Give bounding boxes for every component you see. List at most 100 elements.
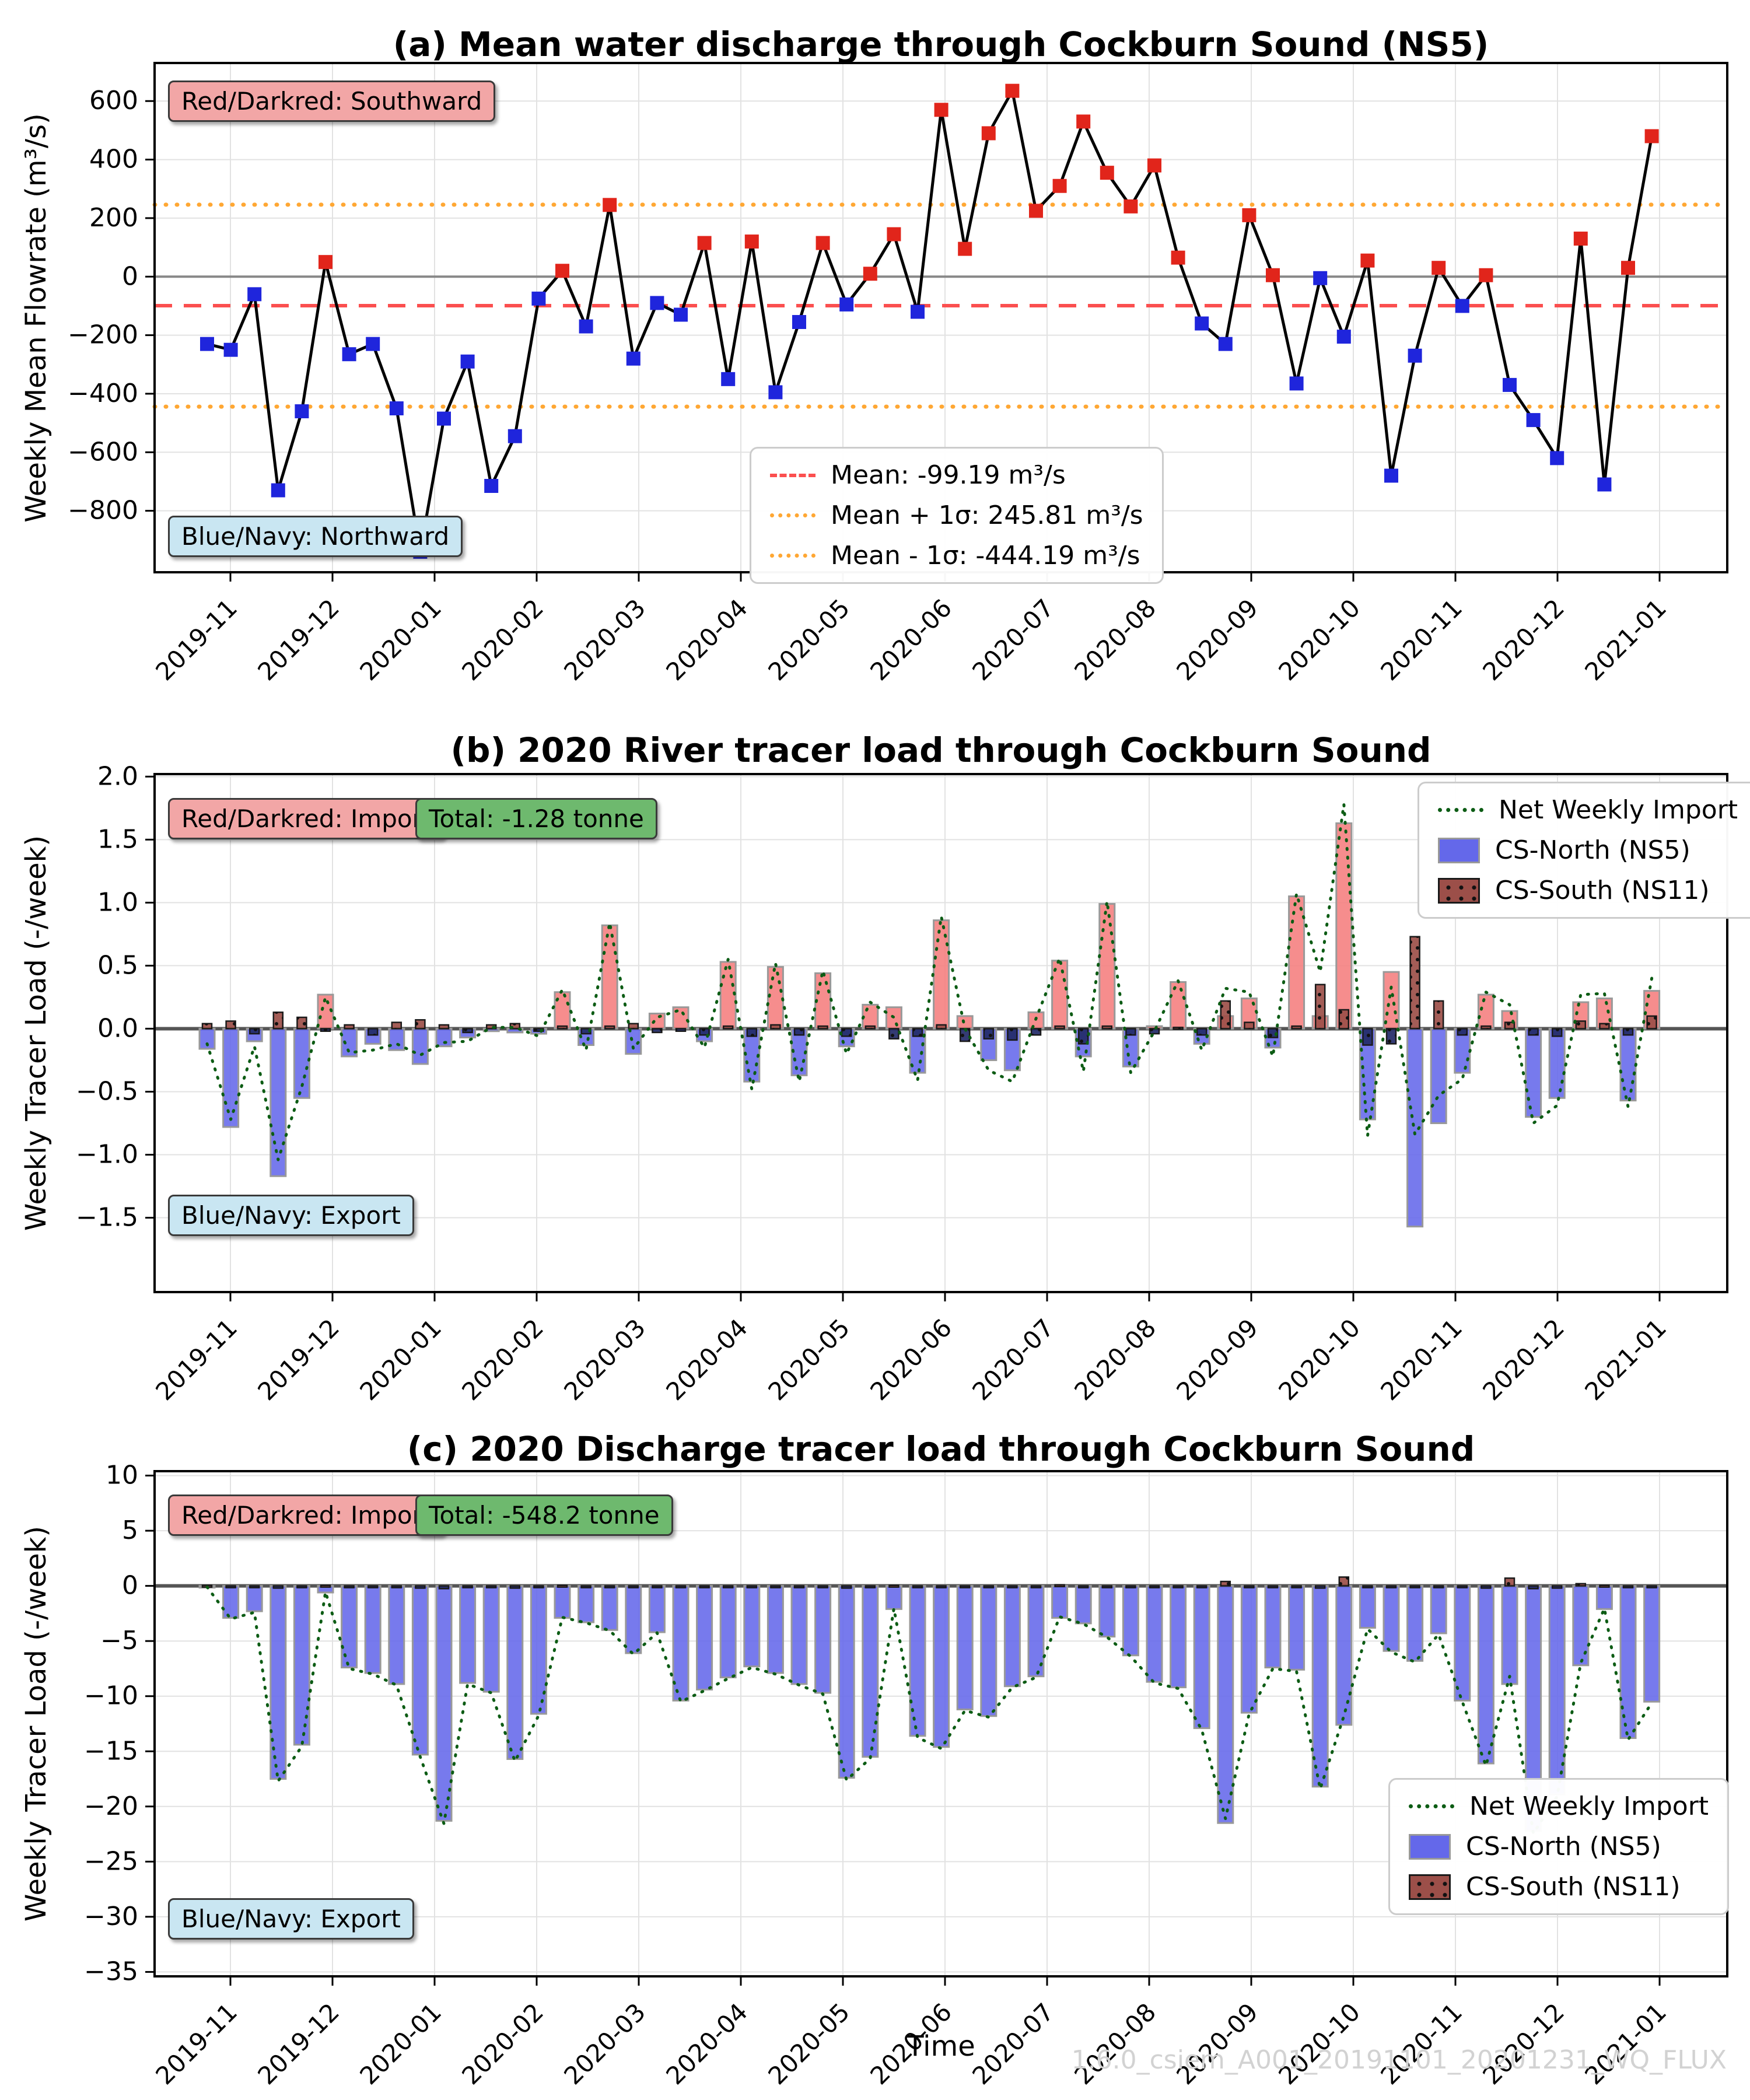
flow-marker [697, 236, 712, 250]
flow-marker [674, 307, 688, 322]
ns5-bar [648, 1585, 666, 1633]
x-tick-label: 2020-12 [1477, 1997, 1570, 2090]
y-tick-label: −1.5 [76, 1203, 138, 1233]
ns5-bar [980, 1585, 998, 1717]
x-tick-label: 2019-11 [150, 593, 243, 686]
ns11-bar-hatch [226, 1021, 236, 1029]
legend-item-mean-plus: Mean + 1σ: 245.81 m³/s [770, 501, 1143, 530]
ns11-bar-hatch [1600, 1023, 1609, 1029]
ns5-bar [459, 1585, 477, 1684]
legend-label: Net Weekly Import [1499, 795, 1738, 825]
flow-marker [484, 478, 499, 493]
flow-marker [792, 315, 806, 330]
flow-marker [1503, 377, 1517, 392]
x-tick-label: 2020-05 [762, 1313, 855, 1406]
ns11-bar-hatch [463, 1028, 473, 1032]
ns5-bar [1051, 960, 1069, 1030]
ns11-bar-hatch [273, 1012, 283, 1029]
ns5-bar [1098, 1585, 1116, 1638]
ns11-bar-hatch [960, 1586, 970, 1588]
ns5-bar [554, 1585, 571, 1619]
ns5-bar [1335, 822, 1353, 1030]
x-tick-label: 2020-09 [1171, 1997, 1264, 2090]
ns11-bar-hatch [818, 1586, 828, 1588]
ns11-bar-hatch [1244, 1022, 1254, 1029]
y-tick-label: −200 [68, 320, 138, 350]
panel-c-total-badge: Total: -548.2 tonne [415, 1494, 673, 1536]
ns11-bar-hatch [1007, 1028, 1017, 1040]
cs-south-swatch-icon [1438, 877, 1480, 904]
x-tick-label: 2019-11 [150, 1313, 243, 1406]
ns11-bar-hatch [1600, 1585, 1609, 1587]
flow-marker [1218, 337, 1233, 351]
ns5-bar [482, 1585, 500, 1693]
flow-marker [1005, 83, 1020, 98]
y-tick-label: −10 [84, 1681, 138, 1711]
flow-marker [744, 235, 759, 249]
ns5-bar [648, 1013, 666, 1030]
ns11-bar-hatch [1434, 1586, 1444, 1588]
ns11-bar-hatch [1647, 1016, 1657, 1029]
flow-marker [768, 385, 783, 400]
ns11-bar-hatch [1315, 1586, 1325, 1588]
y-tick-label: 400 [89, 145, 138, 174]
ns5-bar [1501, 1585, 1518, 1685]
x-axis-label-time: Time [907, 2030, 975, 2063]
ns5-bar [411, 1027, 429, 1065]
x-tick-label: 2020-08 [1069, 593, 1161, 686]
legend-label: CS-North (NS5) [1495, 835, 1690, 865]
legend-label: Mean + 1σ: 245.81 m³/s [831, 501, 1143, 530]
ns11-bar-hatch [1410, 936, 1420, 1029]
ns5-bar [1170, 981, 1187, 1030]
flow-marker [981, 126, 996, 141]
flow-marker [650, 296, 664, 310]
y-tick-label: 0 [122, 261, 138, 291]
ns11-bar-hatch [771, 1586, 780, 1588]
ns11-bar-hatch [1102, 1026, 1112, 1029]
sigma-minus-line-swatch-icon [770, 554, 816, 558]
ns5-bar [506, 1585, 524, 1760]
y-tick-label: 0.0 [97, 1013, 138, 1043]
ns11-bar-hatch [415, 1020, 425, 1029]
ns5-bar [1359, 1585, 1376, 1629]
ns5-bar [1525, 1027, 1542, 1118]
y-tick-label: −20 [84, 1791, 138, 1821]
ns11-bar-hatch [1505, 1578, 1514, 1586]
y-tick-label: −0.5 [76, 1076, 138, 1106]
ns5-bar [270, 1027, 287, 1177]
panel-a-northward-note: Blue/Navy: Northward [168, 516, 463, 557]
ns5-bar [1548, 1027, 1566, 1099]
panel-c: 2019-11 2019-12 2020-01 2020-02 2020-03 2020-… [84, 1461, 1728, 2090]
x-tick-label: 2020-11 [1375, 1997, 1468, 2090]
ns11-bar-hatch [1292, 1026, 1301, 1029]
ns11-bar-hatch [1481, 1026, 1491, 1029]
y-tick-label: −400 [68, 379, 138, 408]
ns5-bar [1477, 993, 1494, 1030]
panel-c-ylabel: Weekly Tracer Load (-/week) [20, 1525, 52, 1922]
ns5-bar [601, 1585, 618, 1631]
ns5-bar [530, 1585, 547, 1715]
y-tick-label: −25 [84, 1846, 138, 1876]
ns11-bar-hatch [344, 1024, 354, 1029]
ns5-bar [435, 1585, 453, 1822]
flow-marker [247, 287, 262, 302]
ns5-bar [956, 1585, 974, 1710]
ns11-bar-hatch [534, 1586, 544, 1588]
ns11-bar-hatch [581, 1586, 591, 1588]
ns11-bar-hatch [842, 1586, 852, 1588]
flow-marker [271, 483, 285, 498]
ns5-bar [719, 1585, 737, 1679]
ns11-bar-hatch [510, 1586, 520, 1588]
ns5-bar [578, 1585, 595, 1623]
x-tick-label: 2019-12 [252, 1313, 345, 1406]
sigma-plus-line-swatch-icon [770, 513, 816, 517]
ns11-bar-hatch [1197, 1586, 1207, 1588]
panel-c-import-note: Red/Darkred: Import [168, 1494, 446, 1536]
flow-marker [342, 347, 356, 362]
flow-marker [1124, 199, 1138, 214]
ns11-bar-hatch [1647, 1586, 1657, 1588]
flow-marker [555, 264, 569, 278]
legend-item-cs-north: CS-North (NS5) [1438, 835, 1738, 865]
ns5-bar [293, 1027, 310, 1099]
